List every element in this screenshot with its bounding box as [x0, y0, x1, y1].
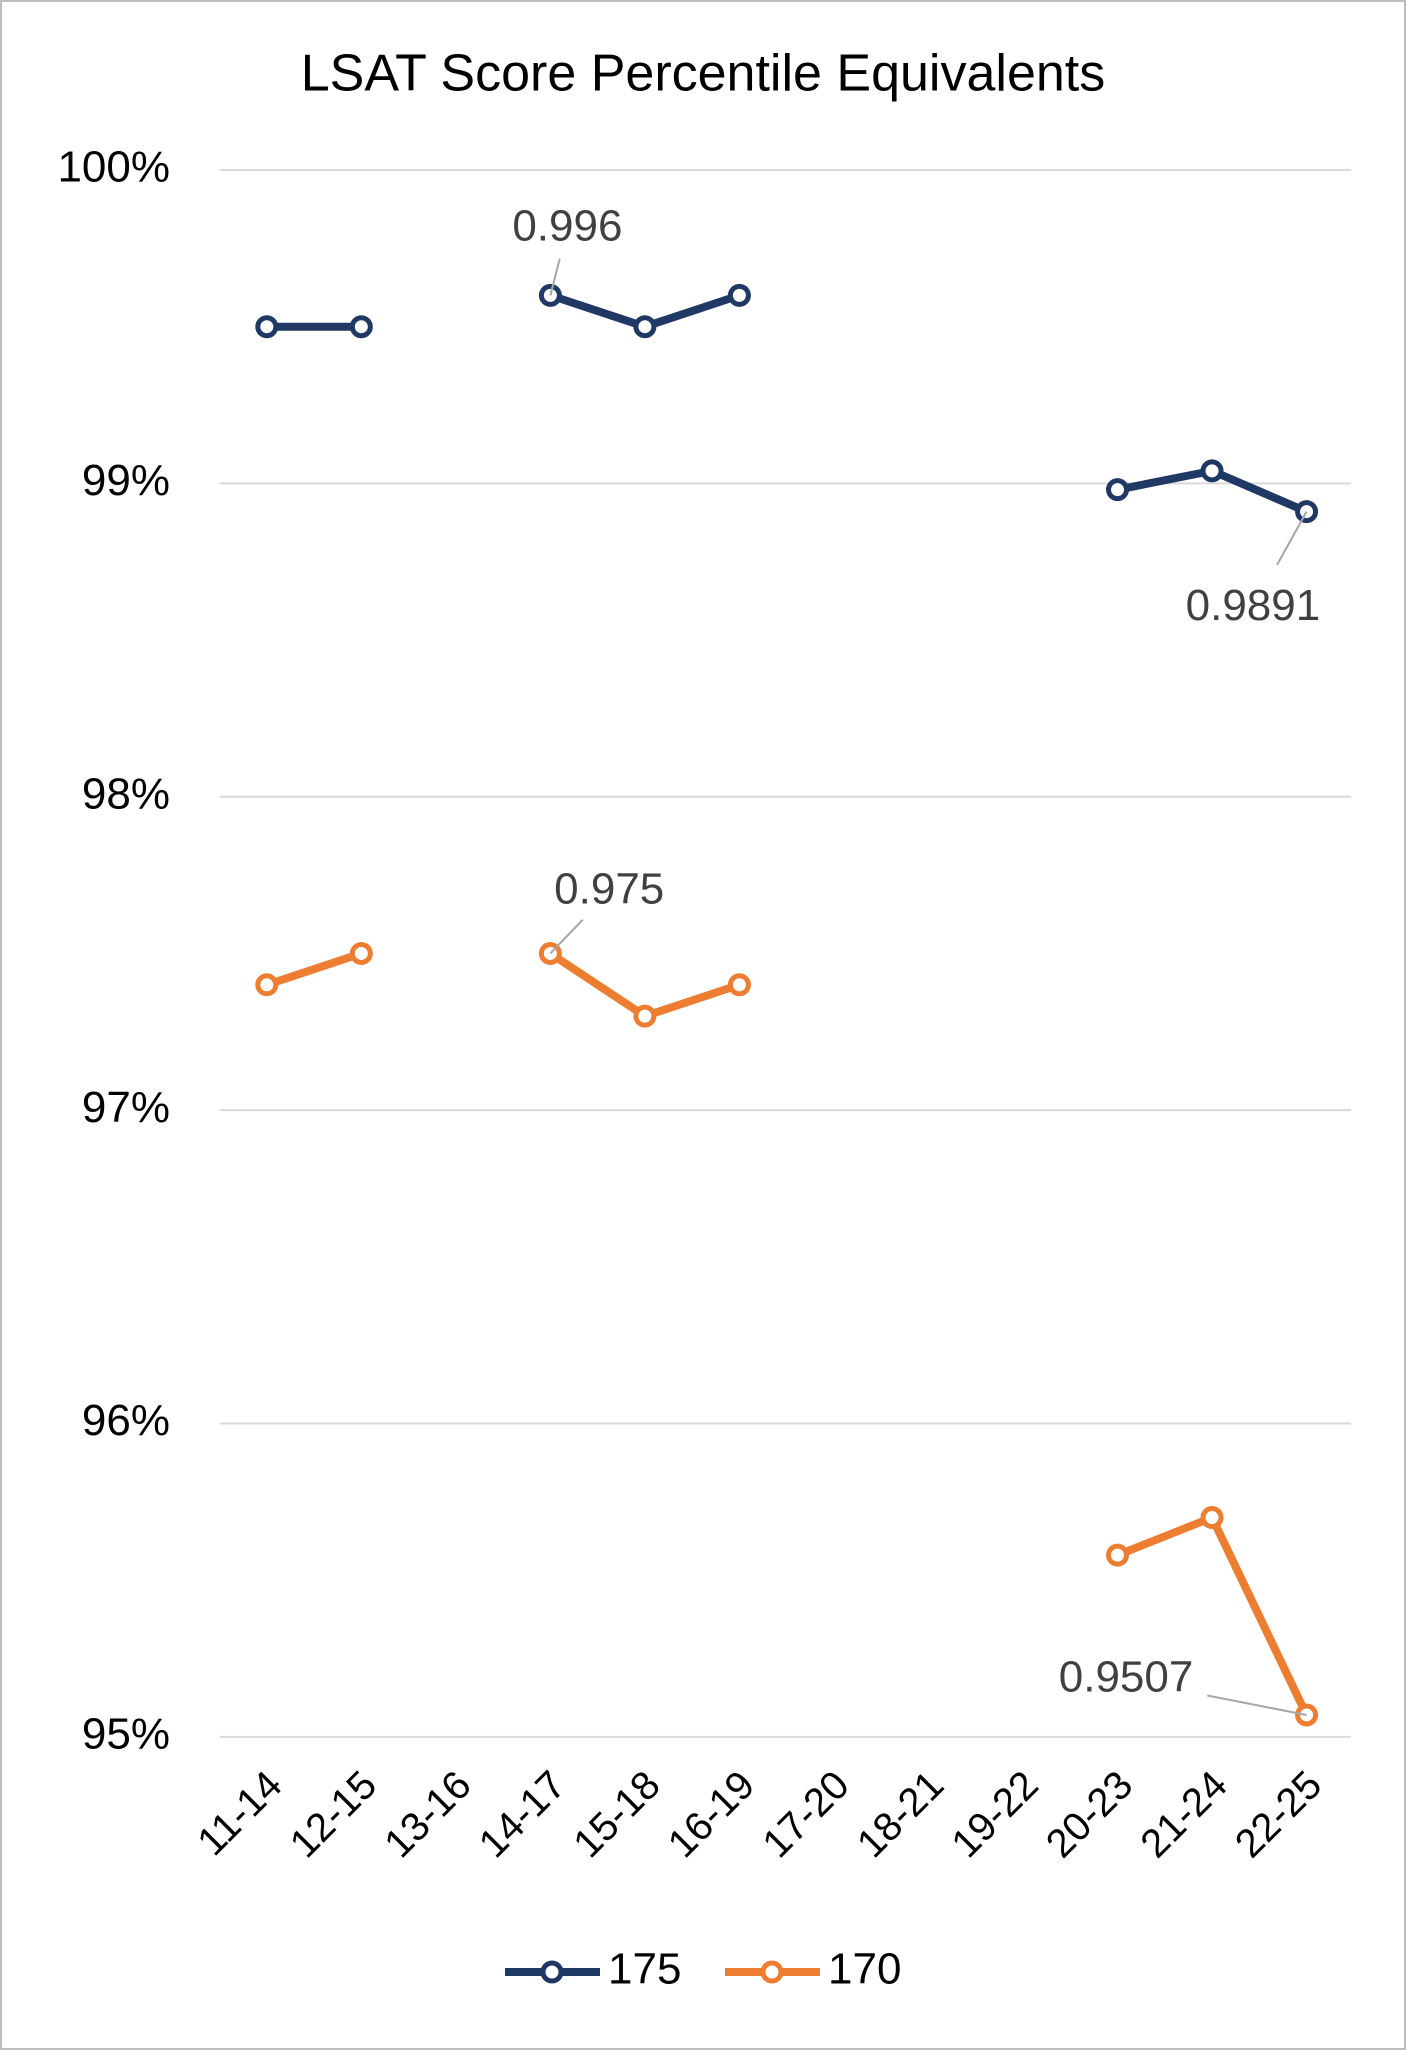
legend-marker — [760, 1960, 784, 1984]
data-label: 0.9507 — [1059, 1652, 1194, 1701]
point-marker — [1106, 478, 1130, 502]
leader-line — [1276, 511, 1308, 566]
chart-title: LSAT Score Percentile Equivalents — [301, 45, 1106, 103]
point-marker — [1200, 459, 1224, 483]
point-marker — [633, 1004, 657, 1028]
y-tick-label: 97% — [82, 1083, 170, 1132]
legend-marker — [540, 1960, 564, 1984]
point-marker — [349, 315, 373, 339]
leader-line — [549, 918, 584, 955]
data-label: 0.996 — [512, 201, 622, 250]
point-marker — [1295, 500, 1319, 524]
point-marker — [255, 973, 279, 997]
leader-line — [549, 258, 561, 296]
point-marker — [633, 315, 657, 339]
point-marker — [727, 973, 751, 997]
y-tick-label: 99% — [82, 456, 170, 505]
y-tick-label: 100% — [57, 143, 170, 192]
data-label: 0.975 — [554, 865, 664, 914]
legend-label: 170 — [828, 1945, 901, 1994]
point-marker — [1106, 1543, 1130, 1567]
point-marker — [349, 941, 373, 965]
point-marker — [255, 315, 279, 339]
legend-label: 175 — [608, 1945, 681, 1994]
leader-line — [1207, 1694, 1307, 1716]
point-marker — [1200, 1506, 1224, 1530]
y-tick-label: 95% — [82, 1710, 170, 1759]
y-tick-label: 98% — [82, 769, 170, 818]
y-tick-label: 96% — [82, 1396, 170, 1445]
data-label: 0.9891 — [1186, 581, 1321, 630]
point-marker — [727, 283, 751, 307]
